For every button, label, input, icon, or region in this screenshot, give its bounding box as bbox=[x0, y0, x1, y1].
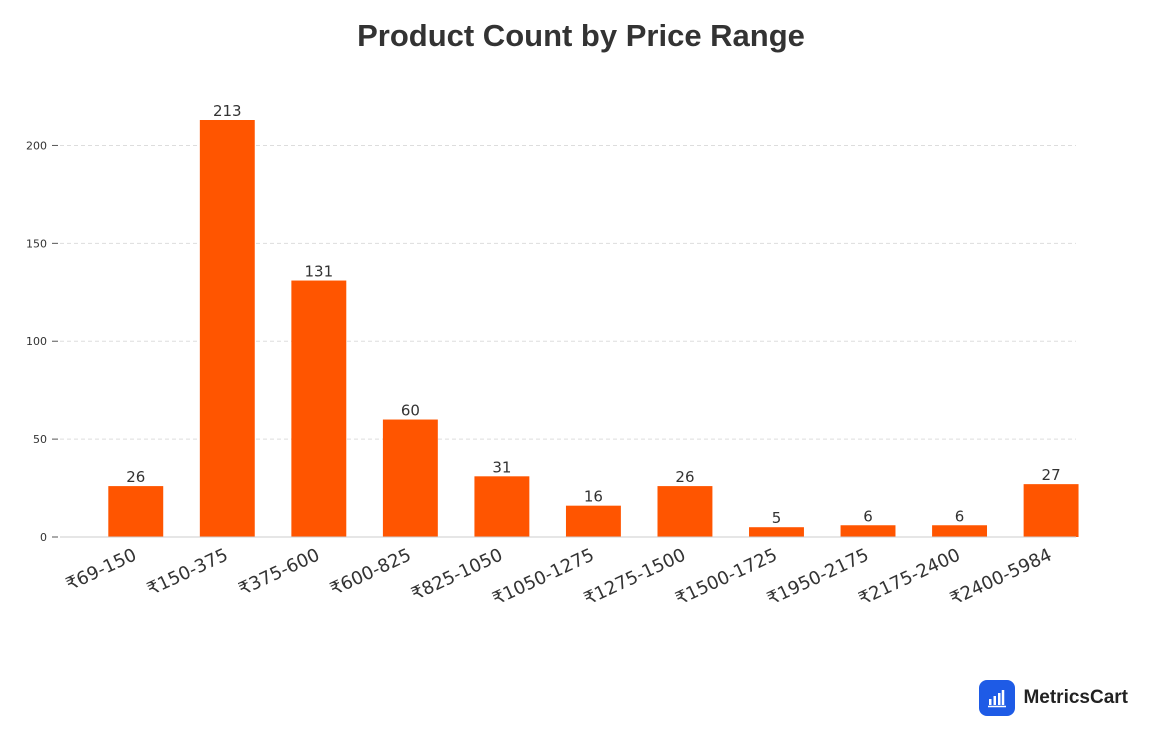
y-tick-label: 150 bbox=[26, 237, 47, 250]
value-label: 131 bbox=[305, 263, 334, 281]
bar bbox=[840, 525, 896, 537]
category-label: ₹150-375 bbox=[144, 544, 231, 600]
brand-name: MetricsCart bbox=[1023, 687, 1128, 708]
bar bbox=[108, 486, 164, 537]
bar bbox=[382, 419, 438, 537]
value-label: 5 bbox=[772, 509, 782, 527]
value-label: 27 bbox=[1042, 466, 1061, 484]
category-label: ₹69-150 bbox=[63, 544, 140, 595]
bar bbox=[291, 280, 347, 537]
category-label: ₹375-600 bbox=[236, 544, 323, 600]
bars bbox=[108, 120, 1079, 537]
category-label: ₹1950-2175 bbox=[764, 544, 872, 609]
y-tick-label: 100 bbox=[26, 335, 47, 348]
bar bbox=[932, 525, 988, 537]
value-label: 6 bbox=[955, 507, 965, 525]
y-axis: 0 50 100 150 200 bbox=[26, 139, 58, 544]
category-label: ₹1050-1275 bbox=[489, 544, 597, 609]
brand-logo: MetricsCart bbox=[979, 680, 1128, 716]
bar-chart-logo-icon bbox=[979, 680, 1016, 716]
bar bbox=[657, 486, 713, 537]
bar bbox=[199, 120, 255, 537]
value-label: 26 bbox=[675, 468, 694, 486]
value-label: 213 bbox=[213, 102, 242, 120]
bar bbox=[1023, 484, 1079, 537]
y-tick-label: 0 bbox=[40, 531, 47, 544]
category-label: ₹600-825 bbox=[327, 544, 414, 600]
chart-title: Product Count by Price Range bbox=[357, 18, 805, 53]
category-label: ₹2175-2400 bbox=[855, 544, 963, 609]
bar bbox=[565, 505, 621, 537]
category-label: ₹1500-1725 bbox=[672, 544, 780, 609]
category-label: ₹1275-1500 bbox=[581, 544, 689, 609]
y-tick-label: 50 bbox=[33, 433, 47, 446]
value-label: 16 bbox=[584, 488, 603, 506]
value-label: 31 bbox=[492, 458, 511, 476]
bar bbox=[749, 527, 804, 537]
y-tick-label: 200 bbox=[26, 139, 47, 152]
value-label: 26 bbox=[126, 468, 145, 486]
value-label: 60 bbox=[401, 402, 420, 420]
value-labels: 26 213 131 60 31 16 26 5 6 6 27 bbox=[126, 102, 1060, 527]
value-label: 6 bbox=[863, 507, 873, 525]
x-axis: ₹69-150 ₹150-375 ₹375-600 ₹600-825₹825-1050… bbox=[63, 544, 1055, 609]
category-label: ₹2400-5984 bbox=[947, 544, 1055, 609]
bar bbox=[474, 476, 530, 537]
